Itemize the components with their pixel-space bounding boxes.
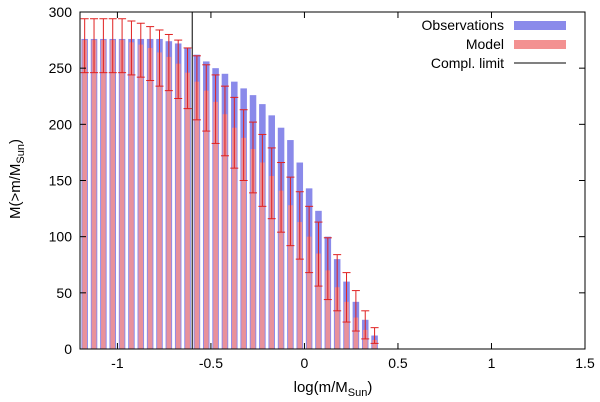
model-bar [166, 56, 172, 349]
y-tick-label: 200 [49, 116, 73, 132]
model-bar [372, 340, 377, 349]
model-bar [82, 40, 88, 349]
model-bar [278, 190, 284, 349]
legend-model-label: Model [466, 36, 504, 52]
model-bar [147, 47, 153, 350]
x-axis-label: log(m/MSun) [294, 379, 373, 399]
ticks-layer: -1 -0.5 0 0.5 1 1.5 0 50 100 150 200 250 300 [49, 4, 595, 371]
model-bar [175, 63, 181, 349]
plot-frame [79, 11, 586, 350]
legend-model-swatch [514, 40, 566, 49]
x-tick-label: -1 [111, 355, 124, 371]
model-bar [91, 40, 97, 349]
x-tick-label: -0.5 [199, 355, 223, 371]
legend-completeness-limit-label: Compl. limit [431, 55, 504, 71]
model-bar [353, 317, 359, 349]
model-bar [362, 329, 368, 349]
model-bar [129, 42, 134, 350]
x-tick-label: 1 [488, 355, 496, 371]
y-tick-label: 250 [49, 60, 73, 76]
model-bar [250, 149, 256, 349]
model-bar [306, 236, 312, 349]
x-tick-label: 0 [301, 355, 309, 371]
model-bar [344, 301, 349, 349]
model-bar [288, 205, 293, 349]
model-bar [325, 270, 331, 349]
x-tick-label: 0.5 [388, 355, 408, 371]
legend-observations-label: Observations [422, 17, 504, 33]
y-tick-label: 300 [49, 4, 73, 20]
model-bar [185, 72, 190, 349]
model-bar [297, 222, 303, 349]
plot-border [79, 11, 586, 350]
model-bar [269, 176, 275, 349]
model-bar [194, 81, 200, 349]
model-bar [231, 127, 237, 349]
model-bar [334, 287, 340, 349]
y-tick-label: 100 [49, 229, 73, 245]
model-bar [138, 44, 144, 350]
legend-observations-swatch [514, 21, 566, 30]
bars-layer [81, 38, 378, 350]
model-bar [260, 162, 265, 349]
error-bars-layer [80, 18, 379, 344]
y-axis-label: M(>m/MSun) [7, 139, 27, 219]
model-bar [119, 40, 125, 349]
y-tick-label: 150 [49, 173, 73, 189]
model-bar [110, 40, 116, 349]
model-bar [316, 253, 321, 349]
y-tick-label: 0 [64, 341, 72, 357]
legend: Observations Model Compl. limit [422, 17, 566, 71]
model-bar [203, 90, 209, 349]
model-bar [101, 40, 106, 349]
y-tick-label: 50 [56, 285, 72, 301]
x-tick-label: 1.5 [575, 355, 595, 371]
model-bar [241, 137, 246, 349]
model-bar [213, 101, 218, 349]
model-bar [157, 52, 162, 349]
model-bar [222, 114, 228, 350]
